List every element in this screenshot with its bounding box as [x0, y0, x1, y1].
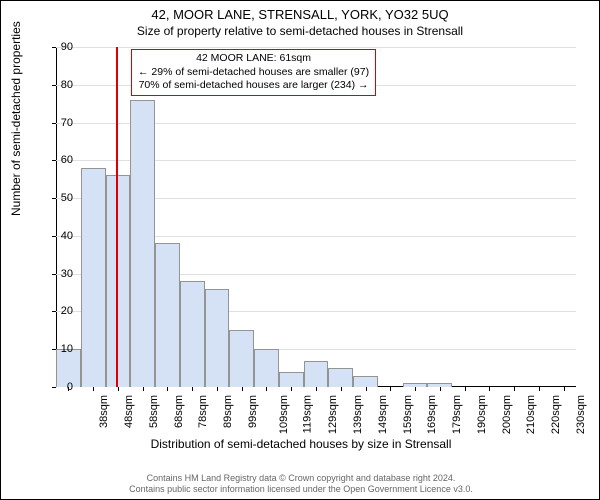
footer-line2: Contains public sector information licen… — [1, 484, 600, 495]
property-marker-line — [116, 47, 118, 387]
x-tickmark — [415, 387, 416, 391]
x-tickmark — [316, 387, 317, 391]
histogram-bar — [328, 368, 353, 387]
x-tickmark — [564, 387, 565, 391]
x-tick-label: 149sqm — [377, 395, 389, 434]
histogram-bar — [353, 376, 378, 387]
histogram-bar — [180, 281, 205, 387]
x-tickmark — [465, 387, 466, 391]
x-tick-label: 139sqm — [352, 395, 364, 434]
x-tick-label: 200sqm — [501, 395, 513, 434]
x-tickmark — [291, 387, 292, 391]
plot: 42 MOOR LANE: 61sqm← 29% of semi-detache… — [56, 47, 576, 387]
annotation-box: 42 MOOR LANE: 61sqm← 29% of semi-detache… — [131, 49, 376, 96]
y-tick-label: 70 — [43, 117, 73, 129]
annotation-line3: 70% of semi-detached houses are larger (… — [138, 79, 369, 93]
x-tickmark — [266, 387, 267, 391]
histogram-bar — [106, 175, 131, 387]
x-tickmark — [143, 387, 144, 391]
x-tick-label: 99sqm — [247, 395, 259, 428]
histogram-bar — [304, 361, 329, 387]
x-tick-label: 48sqm — [123, 395, 135, 428]
gridline — [56, 47, 576, 48]
x-tick-label: 169sqm — [426, 395, 438, 434]
x-tickmark — [341, 387, 342, 391]
x-tick-label: 109sqm — [278, 395, 290, 434]
y-axis-label: Number of semi-detached properties — [9, 21, 23, 216]
x-tickmark — [440, 387, 441, 391]
x-tickmark — [390, 387, 391, 391]
x-tickmark — [192, 387, 193, 391]
x-tickmark — [514, 387, 515, 391]
histogram-bar — [130, 100, 155, 387]
y-tick-label: 60 — [43, 154, 73, 166]
x-tickmark — [118, 387, 119, 391]
x-tickmark — [242, 387, 243, 391]
x-tick-label: 58sqm — [148, 395, 160, 428]
y-tick-label: 90 — [43, 41, 73, 53]
x-tick-label: 220sqm — [550, 395, 562, 434]
plot-area: 42 MOOR LANE: 61sqm← 29% of semi-detache… — [56, 47, 576, 387]
x-tick-label: 78sqm — [197, 395, 209, 428]
footer-line1: Contains HM Land Registry data © Crown c… — [1, 473, 600, 484]
x-tick-label: 230sqm — [575, 395, 587, 434]
chart-title: 42, MOOR LANE, STRENSALL, YORK, YO32 5UQ — [1, 7, 599, 22]
x-tickmark — [217, 387, 218, 391]
histogram-bar — [81, 168, 106, 387]
x-tickmark — [539, 387, 540, 391]
x-tick-label: 38sqm — [98, 395, 110, 428]
histogram-bar — [279, 372, 304, 387]
x-tick-label: 129sqm — [327, 395, 339, 434]
y-axis-line — [56, 47, 57, 387]
histogram-bar — [155, 243, 180, 387]
y-tick-label: 50 — [43, 192, 73, 204]
y-tick-label: 10 — [43, 343, 73, 355]
x-tick-label: 68sqm — [173, 395, 185, 428]
x-tick-label: 119sqm — [302, 395, 314, 433]
footer: Contains HM Land Registry data © Crown c… — [1, 473, 600, 496]
x-tickmark — [489, 387, 490, 391]
annotation-line2: ← 29% of semi-detached houses are smalle… — [138, 66, 369, 80]
x-axis-label: Distribution of semi-detached houses by … — [1, 437, 600, 451]
annotation-line1: 42 MOOR LANE: 61sqm — [138, 52, 369, 66]
y-tick-label: 80 — [43, 79, 73, 91]
x-tickmark — [93, 387, 94, 391]
y-tick-label: 0 — [43, 381, 73, 393]
x-tick-label: 179sqm — [451, 395, 463, 434]
y-tick-label: 40 — [43, 230, 73, 242]
chart-container: 42, MOOR LANE, STRENSALL, YORK, YO32 5UQ… — [0, 0, 600, 500]
chart-subtitle: Size of property relative to semi-detach… — [1, 24, 599, 38]
x-tickmark — [167, 387, 168, 391]
histogram-bar — [254, 349, 279, 387]
y-tick-label: 30 — [43, 268, 73, 280]
histogram-bar — [205, 289, 230, 387]
histogram-bar — [229, 330, 254, 387]
x-tick-label: 159sqm — [402, 395, 414, 434]
x-tick-label: 89sqm — [222, 395, 234, 428]
x-tickmark — [366, 387, 367, 391]
x-tick-label: 190sqm — [476, 395, 488, 434]
x-tick-label: 210sqm — [525, 395, 537, 434]
y-tick-label: 20 — [43, 305, 73, 317]
